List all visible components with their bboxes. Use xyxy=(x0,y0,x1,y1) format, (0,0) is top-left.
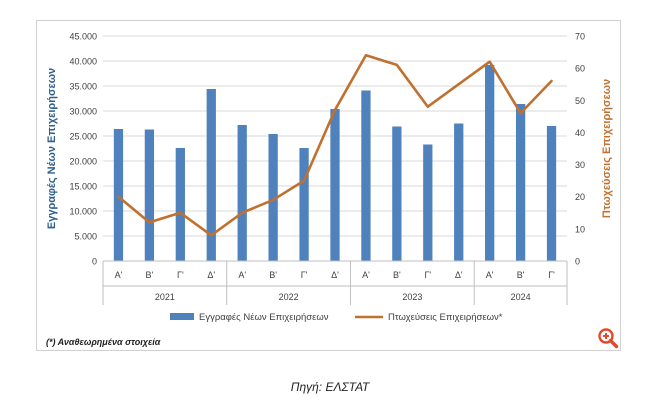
line-point xyxy=(427,105,429,108)
y-left-tick-label: 45.000 xyxy=(69,32,97,42)
y-left-tick-label: 30.000 xyxy=(69,107,97,117)
y-right-tick-label: 10 xyxy=(575,224,585,234)
x-tick-label: Δ' xyxy=(207,270,215,280)
x-tick-label: Β' xyxy=(393,270,401,280)
x-tick-label: Γ' xyxy=(177,270,184,280)
y-right-tick-label: 70 xyxy=(575,32,585,42)
x-group-label: 2022 xyxy=(279,292,299,302)
x-tick-label: Α' xyxy=(362,270,370,280)
y-left-tick-label: 10.000 xyxy=(69,207,97,217)
line-point xyxy=(334,109,336,111)
x-tick-label: Α' xyxy=(115,270,123,280)
bar xyxy=(423,144,433,261)
bar xyxy=(361,90,371,261)
line-point xyxy=(519,112,522,114)
y-left-tick-label: 40.000 xyxy=(69,57,97,67)
source-caption: Πηγή: ΕΛΣΤΑΤ xyxy=(290,380,370,394)
bar xyxy=(299,148,309,261)
bar xyxy=(268,134,278,261)
bar xyxy=(392,126,402,261)
chart-svg: 0 5.000 10.000 15.000 20.000 25.000 30.000 35.0… xyxy=(46,32,613,324)
y-left-tick-label: 0 xyxy=(92,257,97,267)
bar xyxy=(515,104,526,261)
x-tick-label: Δ' xyxy=(455,270,463,280)
line-point xyxy=(117,195,120,198)
line-point xyxy=(457,83,460,86)
x-tick-label: Γ' xyxy=(424,270,431,280)
x-tick-label: Δ' xyxy=(331,270,339,280)
chart-frame: 0 5.000 10.000 15.000 20.000 25.000 30.000 35.0… xyxy=(36,20,621,351)
line-layer xyxy=(117,53,553,237)
line-point xyxy=(179,211,182,214)
y-right-tick-label: 40 xyxy=(575,128,585,138)
bar xyxy=(175,148,185,261)
legend-label-bar: Εγγραφές Νέων Επιχειρήσεων xyxy=(199,312,329,323)
legend-layer: Εγγραφές Νέων Επιχειρήσεων Πτωχεύσεις Επι… xyxy=(170,312,503,323)
x-tick-label: Γ' xyxy=(301,270,308,280)
y-left-tick-label: 5.000 xyxy=(74,232,97,242)
x-tick-label: Β' xyxy=(269,270,277,280)
x-tick-label: Α' xyxy=(486,270,494,280)
bar xyxy=(237,125,247,261)
x-tick-label: Γ' xyxy=(548,270,555,280)
line-point xyxy=(488,60,491,63)
y-right-tick-label: 30 xyxy=(575,160,585,170)
footnote: (*) Αναθεωρημένα στοιχεία xyxy=(46,337,161,347)
bar xyxy=(206,89,216,261)
x-group-label: 2024 xyxy=(511,292,531,302)
x-group-label: 2021 xyxy=(155,292,175,302)
bar xyxy=(546,126,557,261)
y-right-tick-label: 50 xyxy=(575,96,585,106)
y-right-axis-title: Πτωχεύσεις Επιχειρήσεων xyxy=(601,79,613,218)
line-point xyxy=(241,211,243,214)
line-point xyxy=(272,199,274,201)
bar xyxy=(330,109,340,261)
legend-swatch-bar xyxy=(170,313,194,320)
x-tick-label: Β' xyxy=(146,270,154,280)
line-point xyxy=(365,54,367,57)
y-left-tick-label: 20.000 xyxy=(69,157,97,167)
y-right-tick-label: 0 xyxy=(575,257,580,267)
bar xyxy=(454,123,464,261)
y-right-tick-label: 20 xyxy=(575,192,585,202)
bar xyxy=(485,65,495,261)
y-left-tick-label: 25.000 xyxy=(69,132,97,142)
line-point xyxy=(210,234,213,237)
bar xyxy=(144,129,155,261)
y-left-tick-label: 35.000 xyxy=(69,82,97,92)
zoom-in-icon[interactable] xyxy=(597,327,619,349)
axis-layer: 0 5.000 10.000 15.000 20.000 25.000 30.000 35.0… xyxy=(46,32,613,305)
y-right-tick-label: 60 xyxy=(575,64,585,74)
bar xyxy=(113,129,124,261)
y-left-tick-label: 15.000 xyxy=(69,182,97,192)
line-point xyxy=(303,179,305,182)
x-tick-label: Β' xyxy=(517,270,525,280)
x-group-label: 2023 xyxy=(402,292,422,302)
x-tick-label: Α' xyxy=(238,270,246,280)
legend-label-line: Πτωχεύσεις Επιχειρήσεων* xyxy=(388,312,503,323)
bars-layer xyxy=(113,65,557,261)
line-point xyxy=(550,80,553,82)
line-point xyxy=(396,64,398,66)
y-left-axis-title: Εγγραφές Νέων Επιχειρήσεων xyxy=(46,68,58,229)
line-point xyxy=(148,221,151,224)
